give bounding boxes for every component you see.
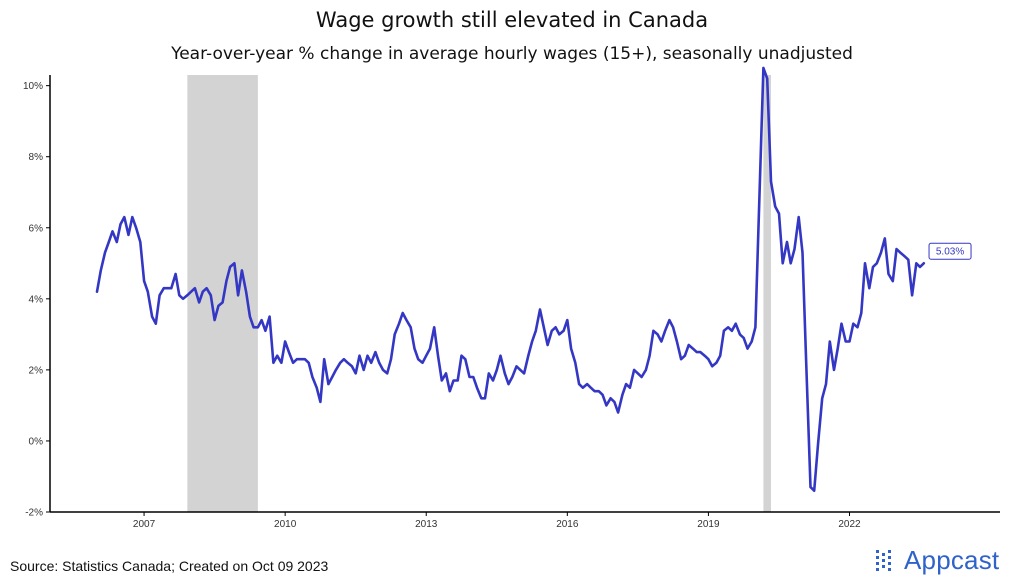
x-tick-label: 2013 xyxy=(415,519,438,530)
chart-subtitle: Year-over-year % change in average hourl… xyxy=(171,44,853,64)
series-layer xyxy=(95,66,926,492)
value-callout xyxy=(928,242,972,260)
x-tick-label: 2010 xyxy=(274,519,297,530)
y-tick-label: 4% xyxy=(29,294,44,305)
appcast-logo: Appcast xyxy=(874,545,1014,575)
dot-grid-icon xyxy=(876,550,891,571)
series-line xyxy=(95,66,926,492)
y-tick-label: 6% xyxy=(29,223,44,234)
recession-band xyxy=(763,75,771,512)
y-tick-label: 0% xyxy=(29,436,44,447)
x-tick-label: 2022 xyxy=(838,519,861,530)
y-tick-label: 10% xyxy=(23,81,43,92)
annotation-layer: 5.03% xyxy=(928,242,972,260)
value-callout-label: 5.03% xyxy=(936,247,964,258)
chart-title: Wage growth still elevated in Canada xyxy=(315,8,709,32)
recession-bands xyxy=(187,75,771,512)
y-tick-label: 8% xyxy=(29,152,44,163)
x-tick-label: 2016 xyxy=(556,519,579,530)
y-tick-label: -2% xyxy=(25,508,43,519)
y-tick-label: 2% xyxy=(29,365,44,376)
x-tick-label: 2007 xyxy=(133,519,156,530)
logo-text: Appcast xyxy=(904,544,1000,575)
axes: -2% 0% 2% 4% 6% 8% 10% 2007 2010 2013 2016 2019 2022 xyxy=(23,75,1000,530)
source-note: Source: Statistics Canada; Created on Oc… xyxy=(10,558,329,574)
x-tick-label: 2019 xyxy=(697,519,720,530)
